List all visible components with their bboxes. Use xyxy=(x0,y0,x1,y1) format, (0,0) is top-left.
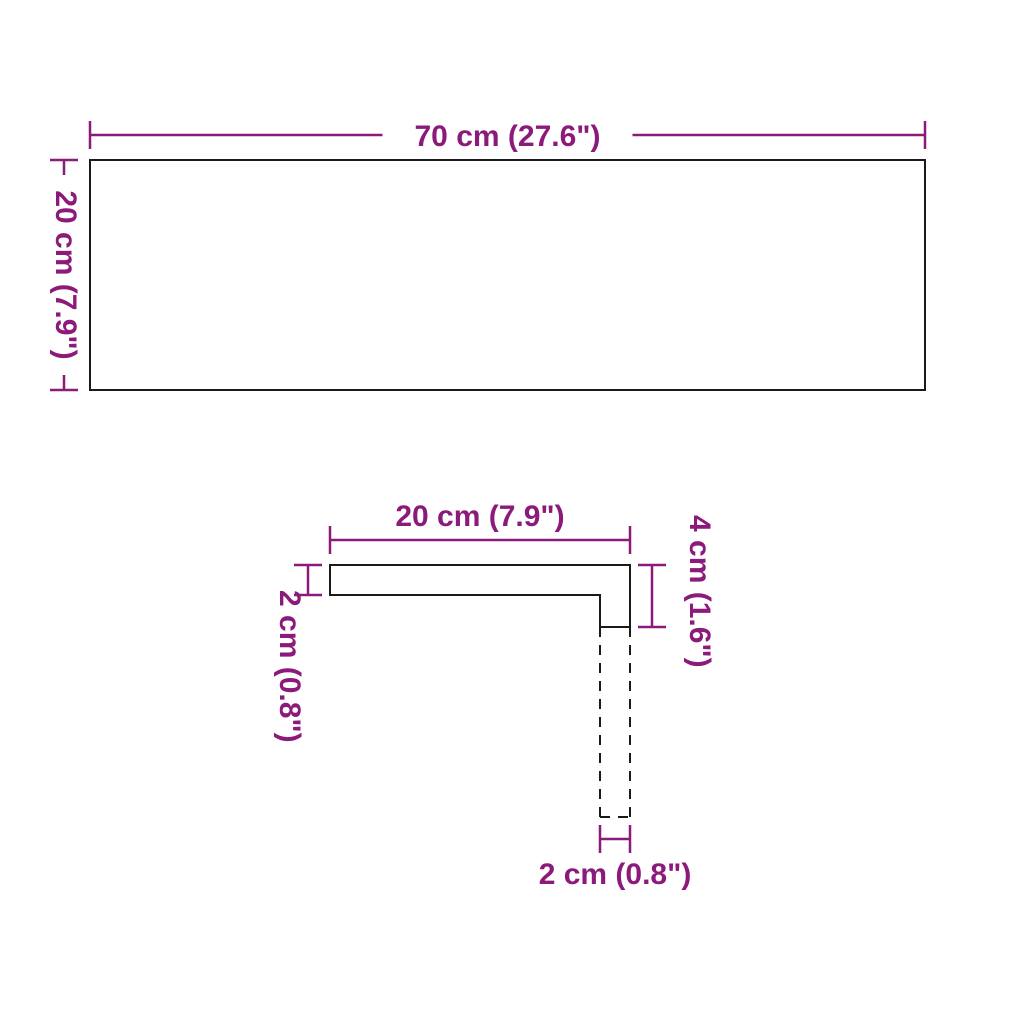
dim-label-top-height: 20 cm (7.9") xyxy=(49,190,82,359)
profile-outline xyxy=(330,565,630,627)
dim-label-profile-lip: 2 cm (0.8") xyxy=(539,858,692,891)
top-view-outline xyxy=(90,160,925,390)
dim-label-profile-thickness: 2 cm (0.8") xyxy=(273,590,306,743)
dim-label-profile-width: 20 cm (7.9") xyxy=(395,500,564,533)
dim-label-profile-drop: 4 cm (1.6") xyxy=(683,515,716,668)
dim-label-top-width: 70 cm (27.6") xyxy=(415,120,601,153)
